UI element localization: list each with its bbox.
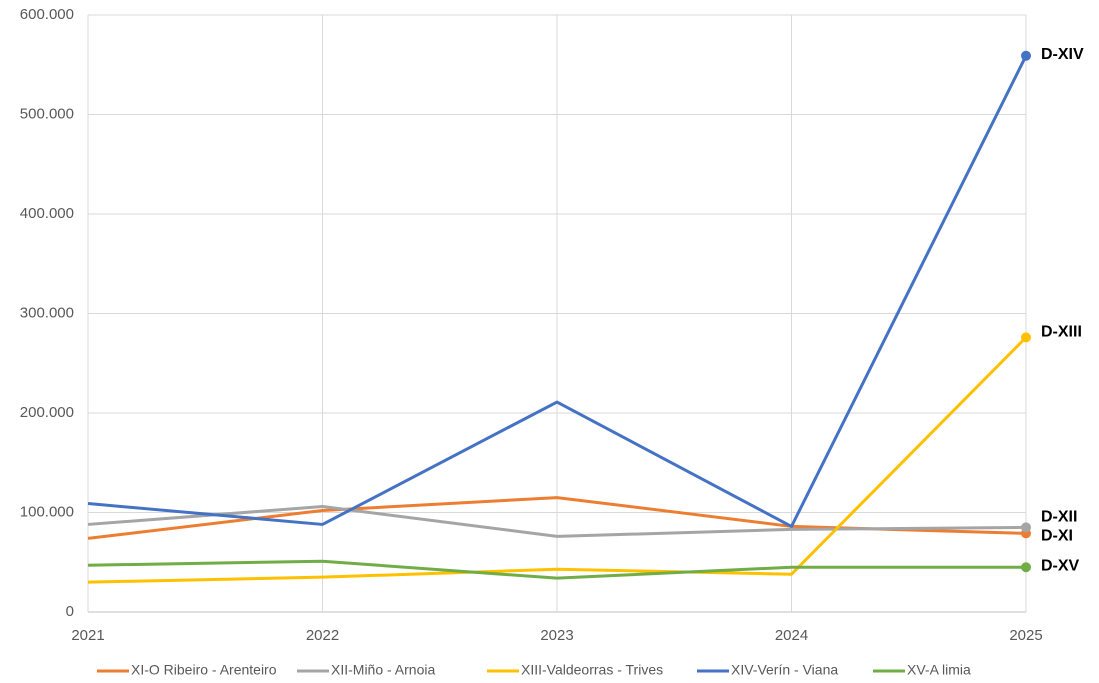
y-tick-label: 400.000 bbox=[20, 205, 74, 222]
end-label: D-XII bbox=[1041, 509, 1077, 526]
legend-label: XIV-Verín - Viana bbox=[731, 662, 838, 678]
end-marker bbox=[1021, 562, 1031, 573]
series-line bbox=[87, 505, 1027, 538]
x-tick-label: 2022 bbox=[306, 627, 339, 644]
end-marker bbox=[1021, 522, 1031, 533]
legend-label: XIII-Valdeorras - Trives bbox=[521, 662, 663, 678]
series-line bbox=[87, 55, 1028, 528]
y-tick-label: 300.000 bbox=[20, 304, 74, 321]
end-label: D-XV bbox=[1041, 557, 1080, 574]
legend-label: XI-O Ribeiro - Arenteiro bbox=[131, 662, 277, 678]
y-tick-label: 0 bbox=[66, 603, 74, 620]
y-tick-label: 100.000 bbox=[20, 503, 74, 520]
end-label: D-XI bbox=[1041, 528, 1073, 545]
end-label: D-XIV bbox=[1041, 46, 1084, 63]
x-tick-label: 2023 bbox=[540, 627, 573, 644]
x-tick-label: 2021 bbox=[71, 627, 104, 644]
series-line bbox=[87, 559, 1026, 580]
series-line bbox=[87, 336, 1028, 584]
legend-label: XV-A limia bbox=[907, 662, 971, 678]
end-marker bbox=[1021, 332, 1031, 343]
end-marker bbox=[1021, 50, 1031, 61]
legend-label: XII-Miño - Arnoia bbox=[331, 662, 435, 678]
y-tick-label: 600.000 bbox=[20, 6, 74, 23]
y-tick-label: 200.000 bbox=[20, 404, 74, 421]
x-tick-label: 2025 bbox=[1009, 627, 1042, 644]
x-tick-label: 2024 bbox=[775, 627, 808, 644]
end-label: D-XIII bbox=[1041, 324, 1082, 341]
y-tick-label: 500.000 bbox=[20, 105, 74, 122]
